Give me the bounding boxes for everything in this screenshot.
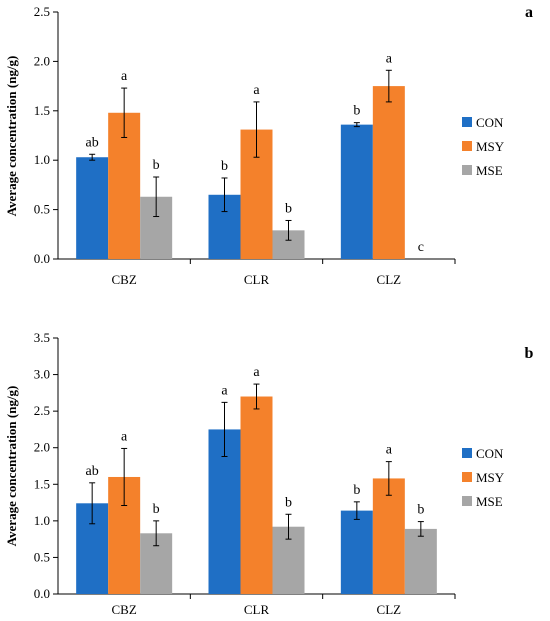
x-tick-label: CBZ [112, 602, 137, 617]
y-tick-label: 2.0 [34, 440, 50, 455]
significance-letter: a [386, 443, 393, 458]
x-tick-label: CLR [244, 602, 270, 617]
bar [240, 396, 273, 594]
significance-letter: a [386, 51, 393, 66]
significance-letter: b [285, 201, 292, 216]
legend-label: CON [476, 446, 504, 461]
y-tick-label: 2.0 [34, 53, 50, 68]
significance-letter: a [121, 69, 128, 84]
y-tick-label: 1.0 [34, 152, 50, 167]
panel-label: a [525, 4, 533, 21]
significance-letter: ab [86, 464, 99, 479]
bar [404, 528, 437, 594]
significance-letter: b [353, 483, 360, 498]
legend-swatch [462, 165, 472, 175]
x-tick-label: CLR [244, 272, 270, 287]
y-tick-label: 3.5 [34, 330, 50, 345]
y-tick-label: 1.0 [34, 513, 50, 528]
bar [372, 478, 405, 594]
x-tick-label: CLZ [377, 272, 402, 287]
legend-swatch [462, 496, 472, 506]
legend-label: MSE [476, 494, 503, 509]
y-tick-label: 3.0 [34, 367, 50, 382]
significance-letter: b [417, 503, 424, 518]
legend-label: MSE [476, 163, 503, 178]
y-tick-label: 1.5 [34, 476, 50, 491]
chart-panel-b: 0.0 0.5 1.0 1.5 2.0 2.5 3.0 3.5 Average concentr… [4, 330, 534, 617]
y-tick-label: 0.0 [34, 586, 50, 601]
significance-letter: ab [86, 135, 99, 150]
bar [340, 124, 373, 260]
significance-letter: a [253, 83, 260, 98]
significance-letter: b [353, 104, 360, 119]
y-tick-label: 1.5 [34, 103, 50, 118]
x-tick-label: CLZ [377, 602, 402, 617]
y-axis-label: Average concentration (ng/g) [4, 386, 19, 547]
bar [372, 86, 405, 259]
legend-swatch [462, 141, 472, 151]
legend-label: MSY [476, 139, 505, 154]
legend-label: MSY [476, 470, 505, 485]
significance-letter: a [253, 365, 260, 380]
y-tick-label: 2.5 [34, 403, 50, 418]
x-tick-label: CBZ [112, 272, 137, 287]
significance-letter: b [153, 502, 160, 517]
significance-letter: c [418, 240, 424, 255]
significance-letter: a [221, 383, 228, 398]
legend-label: CON [476, 115, 504, 130]
significance-letter: b [285, 495, 292, 510]
significance-letter: b [221, 159, 228, 174]
legend-swatch [462, 117, 472, 127]
chart-panel-a: 0.0 0.5 1.0 1.5 2.0 2.5 Average concentration … [4, 4, 533, 287]
panel-label: b [525, 345, 534, 362]
bar [76, 157, 109, 259]
legend-swatch [462, 472, 472, 482]
y-tick-label: 0.0 [34, 251, 50, 266]
significance-letter: b [153, 158, 160, 173]
y-tick-label: 0.5 [34, 549, 50, 564]
significance-letter: a [121, 429, 128, 444]
y-tick-label: 0.5 [34, 202, 50, 217]
y-tick-label: 2.5 [34, 4, 50, 19]
bar [340, 510, 373, 594]
legend-swatch [462, 448, 472, 458]
y-axis-label: Average concentration (ng/g) [4, 56, 19, 217]
